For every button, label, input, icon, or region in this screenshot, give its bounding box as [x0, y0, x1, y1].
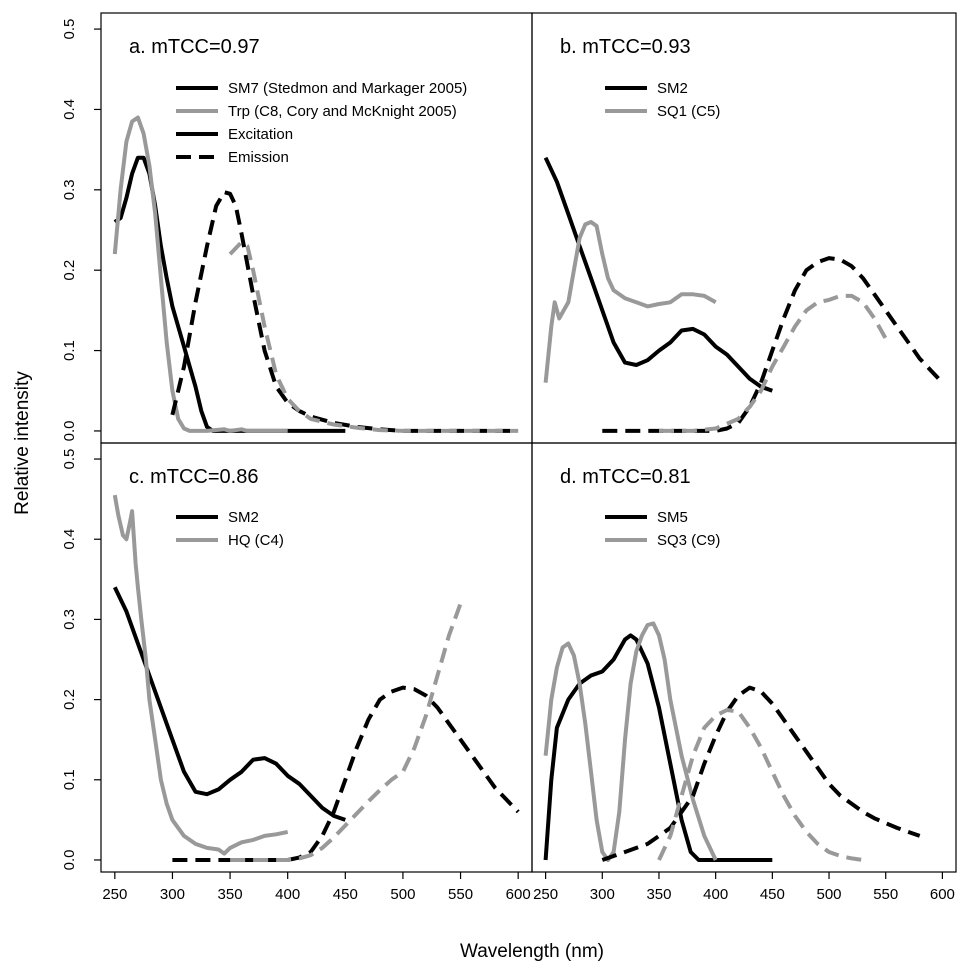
- series-line-2: [112, 115, 288, 433]
- x-tick-label: 400: [703, 886, 728, 903]
- x-tick-label: 450: [760, 886, 785, 903]
- legend-label: SM7 (Stedmon and Markager 2005): [228, 80, 467, 97]
- series-line-4: [228, 240, 519, 433]
- x-tick-label: 350: [218, 886, 243, 903]
- x-tick-label: 400: [275, 886, 300, 903]
- legend-label: Trp (C8, Cory and McKnight 2005): [228, 103, 457, 120]
- series-line-2: [543, 621, 718, 862]
- x-tick-label: 550: [448, 886, 473, 903]
- panel-title: c. mTCC=0.86: [129, 466, 258, 488]
- y-tick-label: 0.1: [61, 340, 78, 361]
- legend-label: SQ3 (C9): [657, 532, 720, 549]
- series-line-3: [170, 190, 519, 433]
- panel-d: d. mTCC=0.81 250 300 350 400 450 500 550 600 SM5 S…: [531, 442, 957, 903]
- series-line-4: [657, 708, 864, 862]
- legend-label: SM5: [657, 509, 688, 526]
- y-axis-label: Relative intensity: [12, 371, 33, 515]
- y-tick-label: 0.0: [61, 850, 78, 871]
- legend-label: SM2: [228, 509, 259, 526]
- y-tick-label: 0.3: [61, 609, 78, 630]
- series-line-1: [112, 586, 346, 822]
- series-line-3: [601, 685, 921, 862]
- x-axis-label: Wavelength (nm): [460, 941, 604, 962]
- series-line-4: [230, 602, 463, 862]
- y-tick-label: 0.2: [61, 260, 78, 281]
- x-tick-label: 500: [817, 886, 842, 903]
- y-tick-label: 0.5: [61, 449, 78, 470]
- legend-label: SQ1 (C5): [657, 103, 720, 120]
- y-tick-label: 0.0: [61, 421, 78, 442]
- legend-label: HQ (C4): [228, 532, 284, 549]
- series-line-1: [543, 156, 773, 393]
- x-tick-label: 550: [873, 886, 898, 903]
- legend-label: SM2: [657, 80, 688, 97]
- panel-c: c. mTCC=0.86 0.0 0.1 0.2 0.3 0.4 0.5 250 300 350 4…: [61, 442, 533, 903]
- panel-title: a. mTCC=0.97: [129, 36, 260, 58]
- x-tick-label: 300: [160, 886, 185, 903]
- x-tick-label: 250: [102, 886, 127, 903]
- x-tick-label: 250: [533, 886, 558, 903]
- y-tick-label: 0.2: [61, 689, 78, 710]
- panel-title: b. mTCC=0.93: [560, 36, 691, 58]
- y-tick-label: 0.4: [61, 529, 78, 550]
- series-line-3: [172, 685, 520, 862]
- series-line-1: [543, 633, 773, 862]
- legend-label: Emission: [228, 149, 289, 166]
- x-tick-label: 500: [390, 886, 415, 903]
- x-tick-label: 350: [646, 886, 671, 903]
- series-line-3: [602, 256, 944, 433]
- panel-frame: [100, 442, 533, 873]
- panel-a: a. mTCC=0.97 0.0 0.1 0.2 0.3 0.4 0.5 SM7 (Stedm…: [61, 12, 533, 444]
- legend-label: Excitation: [228, 126, 293, 143]
- series-line-4: [659, 293, 888, 433]
- series-line-1: [113, 155, 346, 433]
- series-line-2: [112, 494, 289, 856]
- panel-title: d. mTCC=0.81: [560, 466, 691, 488]
- y-tick-label: 0.5: [61, 19, 78, 40]
- panel-frame: [531, 442, 957, 873]
- x-tick-label: 450: [333, 886, 358, 903]
- x-tick-label: 600: [506, 886, 531, 903]
- panel-frame: [100, 12, 533, 444]
- panel-b: b. mTCC=0.93 SM2 SQ1 (C5): [531, 12, 957, 444]
- series-line-2: [543, 220, 717, 383]
- x-tick-label: 300: [590, 886, 615, 903]
- x-tick-label: 600: [930, 886, 955, 903]
- y-tick-label: 0.1: [61, 769, 78, 790]
- y-tick-label: 0.4: [61, 99, 78, 120]
- y-tick-label: 0.3: [61, 179, 78, 200]
